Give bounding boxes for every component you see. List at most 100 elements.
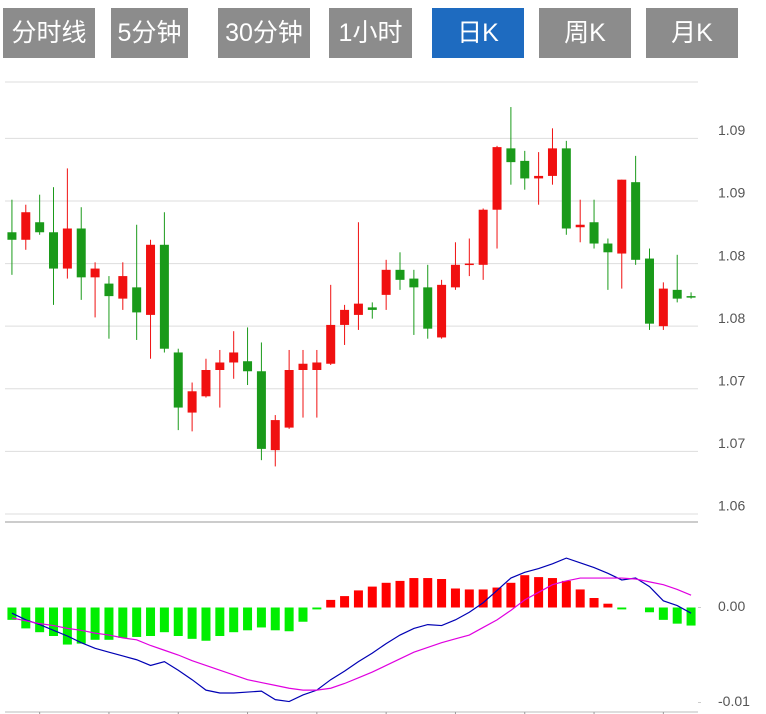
candle-body bbox=[215, 362, 225, 370]
candle-body bbox=[617, 179, 627, 254]
y-tick-label: -0.01 bbox=[718, 693, 750, 709]
candle-body bbox=[201, 370, 211, 397]
y-tick-label: 1.08 bbox=[718, 247, 745, 263]
tab-bar: 分时线 5分钟 30分钟 1小时 日K 周K 月K bbox=[0, 8, 766, 58]
macd-bar bbox=[437, 579, 447, 608]
candle-body bbox=[437, 284, 447, 338]
candle-body bbox=[104, 283, 114, 297]
candle-body bbox=[381, 269, 391, 295]
candle-body bbox=[631, 182, 641, 260]
candle-body bbox=[284, 370, 294, 428]
macd-bar bbox=[478, 589, 488, 608]
macd-bar bbox=[520, 575, 530, 608]
macd-bar bbox=[506, 582, 516, 608]
tab[interactable]: 月K bbox=[646, 8, 738, 58]
tab[interactable]: 分时线 bbox=[3, 8, 95, 58]
candle-body bbox=[589, 222, 599, 244]
macd-bar bbox=[353, 590, 363, 608]
candle-body bbox=[575, 224, 585, 228]
candle-body bbox=[118, 276, 128, 299]
candle-body bbox=[326, 324, 336, 364]
candle-body bbox=[173, 352, 183, 408]
y-tick-label: 1.06 bbox=[718, 498, 745, 514]
tab[interactable]: 1小时 bbox=[329, 8, 412, 58]
candle-body bbox=[464, 263, 474, 266]
y-tick-label: 0.00 bbox=[718, 598, 745, 614]
macd-bar bbox=[104, 607, 114, 640]
macd-bar bbox=[686, 607, 696, 626]
y-tick-label: 1.07 bbox=[718, 372, 745, 388]
candle-body bbox=[62, 228, 72, 269]
macd-bar bbox=[159, 607, 169, 633]
candle-body bbox=[159, 244, 169, 349]
macd-bar bbox=[312, 607, 322, 610]
candle-body bbox=[423, 287, 433, 329]
macd-bar bbox=[270, 607, 280, 631]
candle-body bbox=[340, 309, 350, 325]
macd-bar bbox=[367, 586, 377, 608]
y-tick-label: 1.09 bbox=[718, 122, 745, 138]
macd-bar bbox=[49, 607, 59, 636]
candle-body bbox=[21, 212, 31, 240]
candle-body bbox=[478, 209, 488, 265]
candle-body bbox=[76, 228, 86, 278]
macd-bar bbox=[146, 607, 156, 636]
macd-bar bbox=[381, 582, 391, 608]
macd-bar bbox=[21, 607, 31, 629]
candle-body bbox=[298, 363, 308, 370]
macd-bar bbox=[409, 578, 419, 608]
macd-bar bbox=[340, 596, 350, 608]
candle-body bbox=[547, 148, 557, 176]
candle-body bbox=[409, 278, 419, 288]
candle-body bbox=[146, 244, 156, 315]
macd-bar bbox=[229, 607, 239, 633]
macd-bar bbox=[173, 607, 183, 636]
macd-bar bbox=[492, 587, 502, 608]
macd-bar bbox=[589, 598, 599, 608]
candle-body bbox=[520, 160, 530, 179]
tab[interactable]: 日K bbox=[432, 8, 524, 58]
macd-bar bbox=[118, 607, 128, 638]
macd-bar bbox=[62, 607, 72, 645]
macd-bar bbox=[658, 607, 668, 620]
macd-bar bbox=[547, 578, 557, 608]
macd-line bbox=[11, 557, 692, 703]
macd-bar bbox=[187, 607, 197, 639]
y-tick-label: 1.07 bbox=[718, 435, 745, 451]
macd-bar bbox=[35, 607, 45, 633]
macd-bar bbox=[215, 607, 225, 636]
tab[interactable]: 5分钟 bbox=[111, 8, 188, 58]
tab[interactable]: 周K bbox=[539, 8, 631, 58]
macd-bar bbox=[132, 607, 142, 637]
macd-bar bbox=[603, 603, 613, 608]
candle-body bbox=[49, 232, 59, 269]
macd-bar bbox=[464, 589, 474, 608]
candle-body bbox=[90, 268, 100, 278]
macd-bar bbox=[284, 607, 294, 632]
macd-bar bbox=[450, 588, 460, 608]
candle-body bbox=[187, 391, 197, 413]
candle-body bbox=[243, 361, 253, 372]
tab[interactable]: 30分钟 bbox=[218, 8, 310, 58]
candle-body bbox=[603, 243, 613, 253]
macd-bar bbox=[76, 607, 86, 644]
candle-body bbox=[686, 296, 696, 298]
y-tick-label: 1.08 bbox=[718, 310, 745, 326]
candle-body bbox=[35, 222, 45, 233]
candle-body bbox=[256, 371, 266, 449]
macd-bar bbox=[561, 580, 571, 608]
candle-body bbox=[644, 258, 654, 324]
macd-bar bbox=[617, 607, 627, 610]
macd-bar bbox=[326, 599, 336, 608]
candle-body bbox=[658, 288, 668, 327]
macd-bar bbox=[672, 607, 682, 624]
candle-body bbox=[270, 420, 280, 451]
candle-body bbox=[395, 269, 405, 280]
macd-bar bbox=[575, 589, 585, 608]
macd-bar bbox=[256, 607, 266, 628]
candle-body bbox=[561, 148, 571, 229]
candle-body bbox=[492, 147, 502, 210]
candle-body bbox=[450, 264, 460, 288]
